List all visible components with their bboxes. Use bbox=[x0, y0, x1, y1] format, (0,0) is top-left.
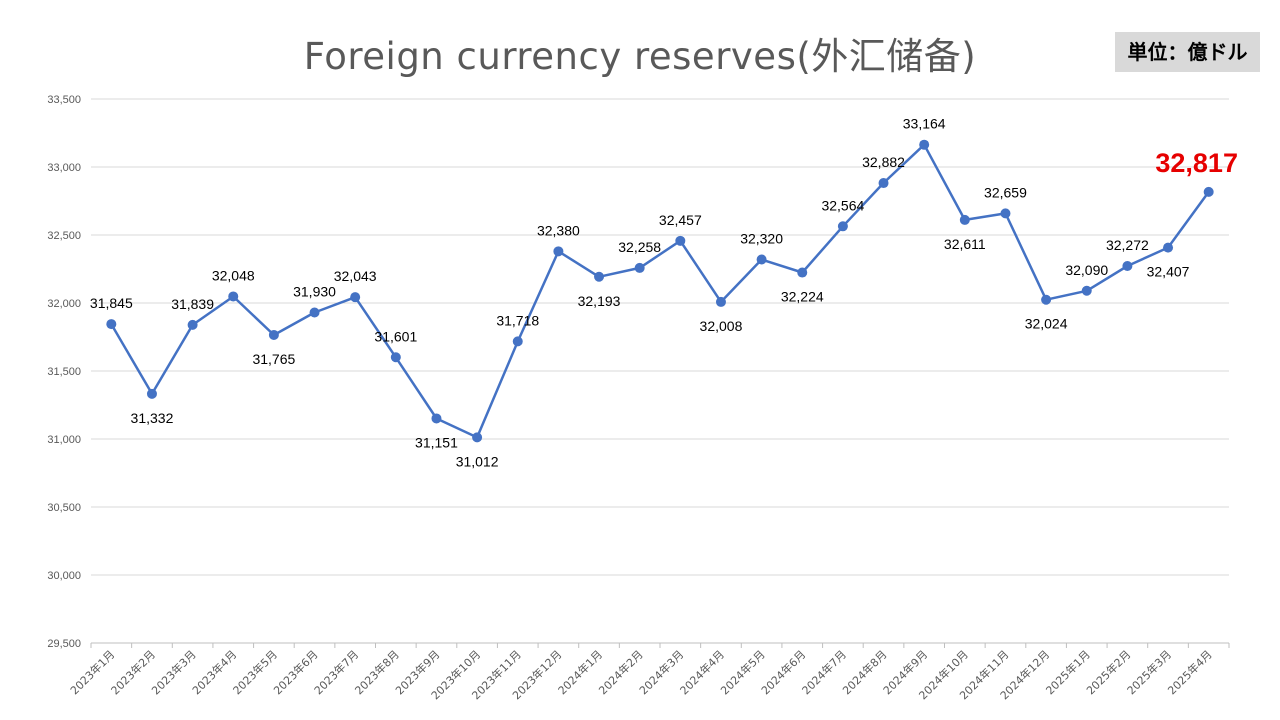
data-point bbox=[431, 413, 442, 424]
data-point bbox=[268, 329, 279, 340]
gridlines bbox=[90, 98, 1230, 648]
data-point bbox=[878, 178, 889, 189]
data-point bbox=[715, 296, 726, 307]
data-point bbox=[959, 214, 970, 225]
data-point bbox=[390, 352, 401, 363]
data-label: 31,845 bbox=[90, 295, 133, 311]
data-labels: 31,84531,33231,83932,04831,76531,93032,0… bbox=[90, 116, 1238, 470]
y-tick-label: 31,000 bbox=[47, 434, 81, 446]
series-line bbox=[110, 143, 1210, 439]
data-label: 32,224 bbox=[781, 289, 824, 305]
data-point bbox=[1163, 242, 1174, 253]
data-label: 31,151 bbox=[415, 434, 458, 450]
data-point bbox=[106, 319, 117, 330]
data-point bbox=[472, 432, 483, 443]
data-point bbox=[1041, 294, 1052, 305]
data-point bbox=[512, 336, 523, 347]
y-tick-label: 30,000 bbox=[47, 570, 81, 582]
data-label: 31,839 bbox=[171, 296, 214, 312]
data-label: 32,380 bbox=[537, 222, 580, 238]
data-label: 32,043 bbox=[334, 268, 377, 284]
y-tick-label: 33,500 bbox=[47, 94, 81, 106]
x-tick-label: 2025年4月 bbox=[1165, 647, 1215, 697]
series-points bbox=[106, 139, 1214, 443]
data-point bbox=[187, 319, 198, 330]
data-label: 31,012 bbox=[456, 453, 499, 469]
data-point bbox=[1203, 186, 1214, 197]
data-label: 32,407 bbox=[1147, 264, 1190, 280]
unit-label: 単位：億ドル bbox=[1115, 32, 1260, 72]
data-point bbox=[309, 307, 320, 318]
data-point bbox=[837, 221, 848, 232]
data-label: 31,765 bbox=[252, 351, 295, 367]
data-point bbox=[553, 246, 564, 257]
data-label: 32,457 bbox=[659, 212, 702, 228]
data-label: 31,718 bbox=[496, 312, 539, 328]
data-label: 32,258 bbox=[618, 239, 661, 255]
data-label: 31,930 bbox=[293, 284, 336, 300]
data-point bbox=[797, 267, 808, 278]
data-label: 32,008 bbox=[700, 318, 743, 334]
data-point bbox=[756, 254, 767, 265]
data-point bbox=[919, 139, 930, 150]
y-tick-label: 32,000 bbox=[47, 298, 81, 310]
y-tick-label: 29,500 bbox=[47, 638, 81, 650]
data-point bbox=[146, 388, 157, 399]
data-label: 32,090 bbox=[1065, 262, 1108, 278]
data-label: 32,564 bbox=[821, 197, 864, 213]
data-point bbox=[1000, 208, 1011, 219]
data-point bbox=[675, 235, 686, 246]
series-line-path bbox=[110, 143, 1210, 439]
y-tick-label: 32,500 bbox=[47, 230, 81, 242]
x-axis-tick-labels: 2023年1月2023年2月2023年3月2023年4月2023年5月2023年… bbox=[67, 647, 1215, 702]
data-point bbox=[228, 291, 239, 302]
y-tick-label: 33,000 bbox=[47, 162, 81, 174]
data-point bbox=[634, 262, 645, 273]
data-point bbox=[1081, 285, 1092, 296]
data-label: 31,601 bbox=[374, 328, 417, 344]
data-point bbox=[1122, 261, 1133, 272]
data-label: 31,332 bbox=[131, 410, 174, 426]
data-label: 32,272 bbox=[1106, 237, 1149, 253]
data-label: 32,659 bbox=[984, 184, 1027, 200]
data-label: 32,024 bbox=[1025, 316, 1068, 332]
chart-title: Foreign currency reserves(外汇储备) bbox=[303, 35, 977, 78]
data-label: 32,320 bbox=[740, 230, 783, 246]
data-label: 32,193 bbox=[578, 293, 621, 309]
y-tick-label: 30,500 bbox=[47, 502, 81, 514]
data-point bbox=[350, 292, 361, 303]
data-label: 32,048 bbox=[212, 267, 255, 283]
y-tick-label: 31,500 bbox=[47, 366, 81, 378]
data-label: 33,164 bbox=[903, 116, 946, 132]
data-label-latest: 32,817 bbox=[1155, 148, 1238, 178]
data-point bbox=[594, 271, 605, 282]
data-label: 32,611 bbox=[944, 236, 986, 252]
y-axis-tick-labels: 29,500 30,000 30,500 31,000 31,500 32,000 32,5… bbox=[47, 94, 81, 650]
data-label: 32,882 bbox=[862, 154, 905, 170]
